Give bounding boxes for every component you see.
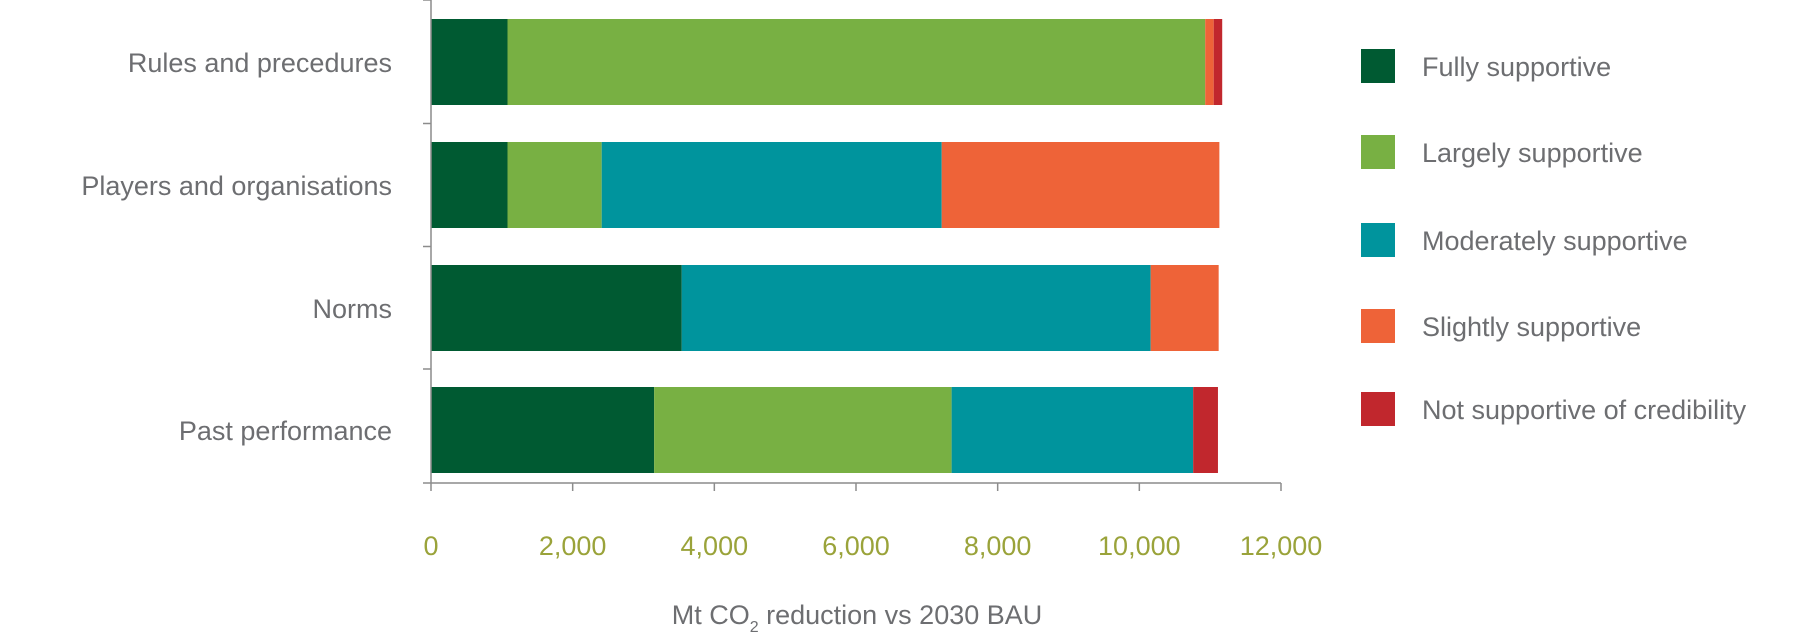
legend: Fully supportive Largely supportive Modera… [1361, 49, 1747, 426]
x-tick-label-12-000: 12,000 [1240, 531, 1323, 561]
legend-label-slightly-supportive: Slightly supportive [1422, 312, 1641, 342]
legend-label-largely-supportive: Largely supportive [1422, 138, 1643, 168]
bar-segment-past-performance-fully-supportive [431, 387, 655, 473]
legend-label-fully-supportive: Fully supportive [1422, 52, 1611, 82]
x-tick-label-2-000: 2,000 [539, 531, 607, 561]
category-labels: Rules and precedures Players and organisa… [81, 48, 392, 446]
bar-segment-rules-and-precedures-largely-supportive [507, 19, 1206, 105]
bar-segment-norms-fully-supportive [431, 265, 682, 351]
x-axis-title: Mt CO2 reduction vs 2030 BAU [672, 600, 1043, 636]
bar-segment-players-and-organisations-largely-supportive [507, 142, 602, 228]
legend-swatch-fully-supportive [1361, 49, 1395, 83]
category-label-norms: Norms [313, 294, 393, 324]
bar-segment-past-performance-largely-supportive [654, 387, 952, 473]
category-label-players-and-organisations: Players and organisations [81, 171, 392, 201]
category-label-rules-and-precedures: Rules and precedures [128, 48, 392, 78]
bar-segment-norms-slightly-supportive [1150, 265, 1219, 351]
bar-segment-players-and-organisations-slightly-supportive [941, 142, 1220, 228]
x-tick-labels: 0 2,000 4,000 6,000 8,000 10,000 12,000 [423, 531, 1322, 561]
bars-layer [431, 19, 1223, 473]
x-tick-label-4-000: 4,000 [681, 531, 749, 561]
x-tick-label-8-000: 8,000 [964, 531, 1032, 561]
bar-segment-rules-and-precedures-fully-supportive [431, 19, 508, 105]
x-tick-label-0: 0 [423, 531, 438, 561]
bar-segment-rules-and-precedures-slightly-supportive [1205, 19, 1214, 105]
bar-segment-rules-and-precedures-not-supportive-of-credibility [1213, 19, 1223, 105]
bar-segment-past-performance-not-supportive-of-credibility [1193, 387, 1218, 473]
x-tick-label-10-000: 10,000 [1098, 531, 1181, 561]
legend-label-moderately-supportive: Moderately supportive [1422, 226, 1688, 256]
bar-segment-norms-moderately-supportive [681, 265, 1151, 351]
x-tick-label-6-000: 6,000 [822, 531, 890, 561]
bar-segment-players-and-organisations-moderately-supportive [601, 142, 942, 228]
bar-segment-past-performance-moderately-supportive [951, 387, 1194, 473]
legend-swatch-moderately-supportive [1361, 223, 1395, 257]
legend-swatch-not-supportive-of-credibility [1361, 392, 1395, 426]
bar-segment-players-and-organisations-fully-supportive [431, 142, 508, 228]
legend-swatch-slightly-supportive [1361, 309, 1395, 343]
legend-swatch-largely-supportive [1361, 135, 1395, 169]
legend-label-not-supportive-of-credibility: Not supportive of credibility [1422, 395, 1747, 425]
axis-layer [423, 0, 1282, 491]
category-label-past-performance: Past performance [179, 416, 392, 446]
